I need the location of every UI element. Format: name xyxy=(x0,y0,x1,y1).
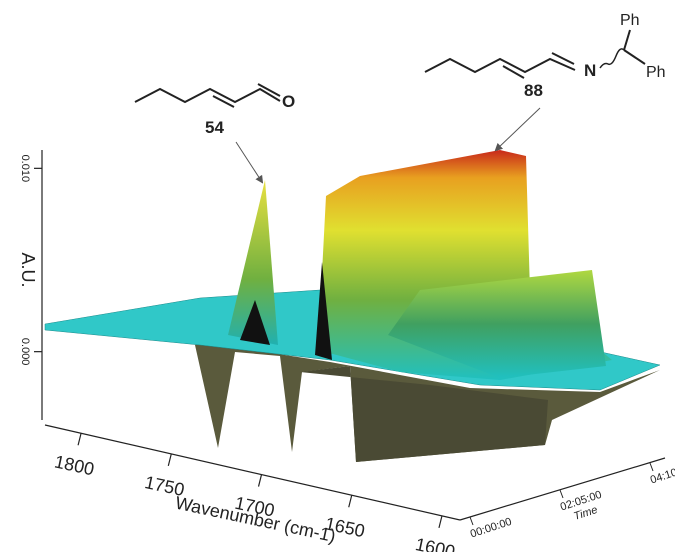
x-axis xyxy=(44,424,461,521)
y-axis-label: A.U. xyxy=(18,252,38,287)
compound-label: 88 xyxy=(524,81,543,100)
x-tick xyxy=(348,495,353,508)
structure-54 xyxy=(134,83,281,184)
x-tick xyxy=(77,433,82,446)
x-tick xyxy=(438,515,443,529)
x-tick xyxy=(167,453,172,467)
z-tick xyxy=(559,489,564,499)
group-label: Ph xyxy=(646,64,666,81)
z-tick-label: 04:10:00 xyxy=(649,462,675,487)
x-tick-label: 1800 xyxy=(53,451,96,479)
y-tick-label: 0.010 xyxy=(19,155,31,183)
y-tick-label: 0.000 xyxy=(19,338,31,366)
x-tick-label: 1600 xyxy=(414,534,457,552)
structure-88 xyxy=(424,29,646,152)
z-axis xyxy=(459,457,666,521)
atom-label: N xyxy=(584,61,596,80)
atom-label: O xyxy=(282,92,295,111)
x-tick xyxy=(257,474,263,487)
axes xyxy=(41,150,666,521)
z-tick-label: 00:00:00 xyxy=(469,516,513,541)
group-label: Ph xyxy=(620,12,640,29)
z-tick xyxy=(469,516,474,526)
compound-label: 54 xyxy=(205,118,224,137)
z-tick xyxy=(649,462,654,472)
surface xyxy=(44,150,661,462)
x-tick-label: 1750 xyxy=(143,472,186,500)
